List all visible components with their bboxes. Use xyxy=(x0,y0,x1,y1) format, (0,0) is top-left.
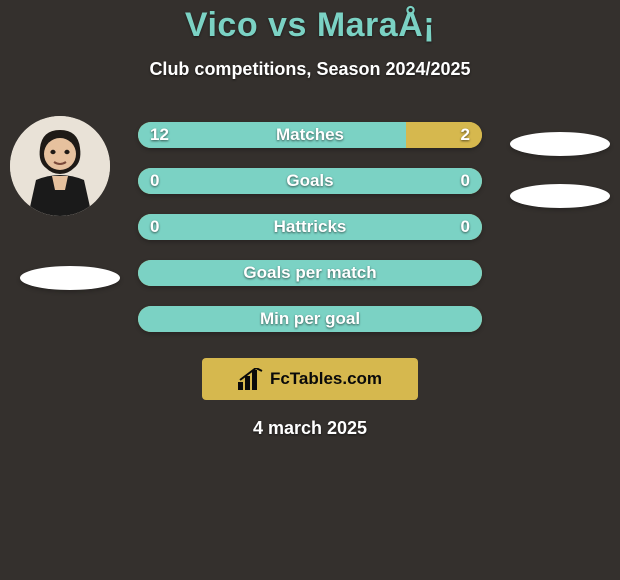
page-title: Vico vs MaraÅ¡ xyxy=(0,0,620,45)
player-left-avatar xyxy=(10,116,110,216)
player-right-name-pill xyxy=(510,184,610,208)
stat-bar: Min per goal xyxy=(138,306,482,332)
comparison-card: Vico vs MaraÅ¡ Club competitions, Season… xyxy=(0,0,620,580)
comparison-bars: 122Matches 00Goals 00Hattricks Goals per ma… xyxy=(138,122,482,352)
subtitle: Club competitions, Season 2024/2025 xyxy=(0,59,620,80)
stat-label: Min per goal xyxy=(138,306,482,332)
date-text: 4 march 2025 xyxy=(0,418,620,439)
stat-bar: Goals per match xyxy=(138,260,482,286)
player-left-name-pill xyxy=(20,266,120,290)
stat-bar: 122Matches xyxy=(138,122,482,148)
stat-label: Hattricks xyxy=(138,214,482,240)
stat-bar: 00Hattricks xyxy=(138,214,482,240)
logo-text: FcTables.com xyxy=(270,369,382,389)
stat-label: Goals xyxy=(138,168,482,194)
avatar-placeholder-icon xyxy=(10,116,110,216)
stat-bar: 00Goals xyxy=(138,168,482,194)
stat-label: Matches xyxy=(138,122,482,148)
fctables-logo-icon xyxy=(238,368,264,390)
player-right-avatar-pill xyxy=(510,132,610,156)
logo-panel[interactable]: FcTables.com xyxy=(202,358,418,400)
stat-label: Goals per match xyxy=(138,260,482,286)
